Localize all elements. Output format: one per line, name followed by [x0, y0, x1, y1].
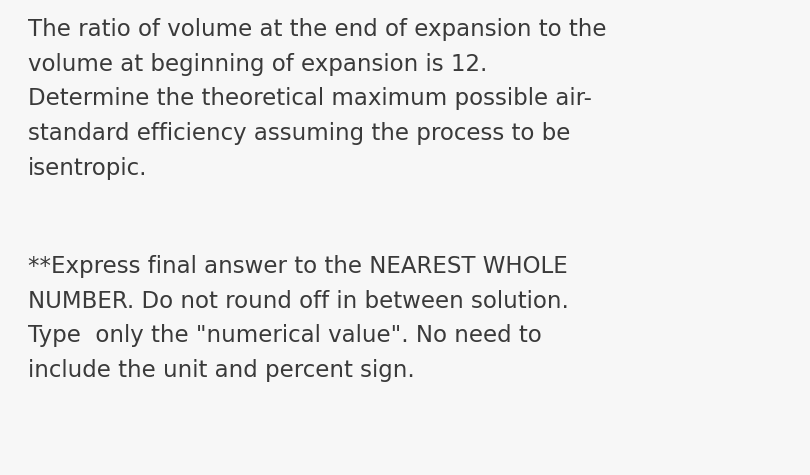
Text: The ratio of volume at the end of expansion to the
volume at beginning of expans: The ratio of volume at the end of expans…: [28, 18, 607, 180]
Text: **Express final answer to the NEAREST WHOLE
NUMBER. Do not round off in between : **Express final answer to the NEAREST WH…: [28, 255, 569, 382]
